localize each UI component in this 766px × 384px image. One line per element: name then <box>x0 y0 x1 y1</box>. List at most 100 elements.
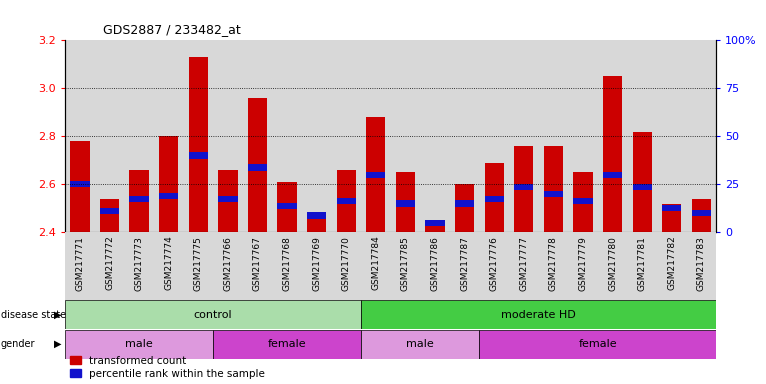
Bar <box>574 172 593 232</box>
Text: GSM217782: GSM217782 <box>667 236 676 290</box>
Bar <box>657 232 686 300</box>
Bar <box>425 223 445 232</box>
Text: control: control <box>194 310 232 320</box>
Bar <box>65 330 213 359</box>
Bar <box>70 181 90 187</box>
Bar <box>336 170 356 232</box>
Bar <box>686 232 716 300</box>
Bar <box>248 164 267 170</box>
Text: GSM217787: GSM217787 <box>460 236 469 291</box>
Text: GSM217784: GSM217784 <box>372 236 381 290</box>
Bar <box>65 232 95 300</box>
Text: GSM217769: GSM217769 <box>313 236 321 291</box>
Bar <box>154 40 184 232</box>
Text: GSM217781: GSM217781 <box>638 236 647 291</box>
Text: moderate HD: moderate HD <box>501 310 576 320</box>
Text: female: female <box>578 339 617 349</box>
Text: GSM217773: GSM217773 <box>135 236 143 291</box>
Bar <box>95 40 124 232</box>
Bar <box>509 232 538 300</box>
Text: GSM217768: GSM217768 <box>283 236 292 291</box>
Bar <box>332 232 361 300</box>
Bar <box>361 232 391 300</box>
Bar <box>396 200 415 207</box>
Text: GSM217770: GSM217770 <box>342 236 351 291</box>
Bar <box>218 195 237 202</box>
Text: disease state: disease state <box>1 310 66 320</box>
Bar <box>568 40 597 232</box>
Bar <box>184 40 213 232</box>
Bar <box>662 204 682 232</box>
Text: GSM217778: GSM217778 <box>549 236 558 291</box>
Bar <box>272 232 302 300</box>
Bar <box>213 232 243 300</box>
Bar <box>597 40 627 232</box>
Bar <box>485 195 504 202</box>
Bar <box>657 40 686 232</box>
Bar <box>366 117 385 232</box>
Bar <box>544 146 563 232</box>
Bar <box>307 212 326 218</box>
Bar <box>544 191 563 197</box>
Bar <box>272 40 302 232</box>
Bar <box>686 40 716 232</box>
Bar <box>188 57 208 232</box>
Text: GSM217775: GSM217775 <box>194 236 203 291</box>
Text: GSM217767: GSM217767 <box>253 236 262 291</box>
Bar <box>514 146 533 232</box>
Bar <box>391 40 421 232</box>
Text: GSM217786: GSM217786 <box>430 236 440 291</box>
Text: female: female <box>268 339 306 349</box>
Bar <box>332 40 361 232</box>
Bar <box>336 198 356 204</box>
Text: GDS2887 / 233482_at: GDS2887 / 233482_at <box>103 23 241 36</box>
Bar <box>124 40 154 232</box>
Bar <box>421 40 450 232</box>
Text: GSM217771: GSM217771 <box>75 236 84 291</box>
Bar <box>450 40 480 232</box>
Bar <box>396 172 415 232</box>
Bar <box>480 330 716 359</box>
Bar <box>514 184 533 190</box>
Bar <box>627 40 657 232</box>
Text: male: male <box>125 339 153 349</box>
Bar <box>538 232 568 300</box>
Bar <box>509 40 538 232</box>
Bar <box>597 232 627 300</box>
Bar <box>218 170 237 232</box>
Bar <box>129 195 149 202</box>
Bar <box>450 232 480 300</box>
Bar <box>480 40 509 232</box>
Text: GSM217776: GSM217776 <box>489 236 499 291</box>
Bar <box>213 330 361 359</box>
Bar <box>277 203 296 209</box>
Text: ▶: ▶ <box>54 310 61 320</box>
Bar <box>692 199 711 232</box>
Bar <box>455 200 474 207</box>
Bar <box>455 184 474 232</box>
Bar <box>248 98 267 232</box>
Bar <box>184 232 213 300</box>
Text: GSM217779: GSM217779 <box>578 236 588 291</box>
Bar <box>213 40 243 232</box>
Bar <box>154 232 184 300</box>
Bar <box>421 232 450 300</box>
Bar <box>361 330 480 359</box>
Text: male: male <box>407 339 434 349</box>
Bar <box>307 213 326 232</box>
Bar <box>188 152 208 159</box>
Bar <box>633 132 652 232</box>
Text: ▶: ▶ <box>54 339 61 349</box>
Text: GSM217780: GSM217780 <box>608 236 617 291</box>
Bar <box>568 232 597 300</box>
Bar <box>574 198 593 204</box>
Bar <box>100 199 119 232</box>
Bar <box>302 40 332 232</box>
Bar <box>277 182 296 232</box>
Legend: transformed count, percentile rank within the sample: transformed count, percentile rank withi… <box>70 356 265 379</box>
Bar <box>70 141 90 232</box>
Bar <box>633 184 652 190</box>
Bar <box>485 163 504 232</box>
Text: GSM217774: GSM217774 <box>164 236 173 290</box>
Text: GSM217766: GSM217766 <box>224 236 232 291</box>
